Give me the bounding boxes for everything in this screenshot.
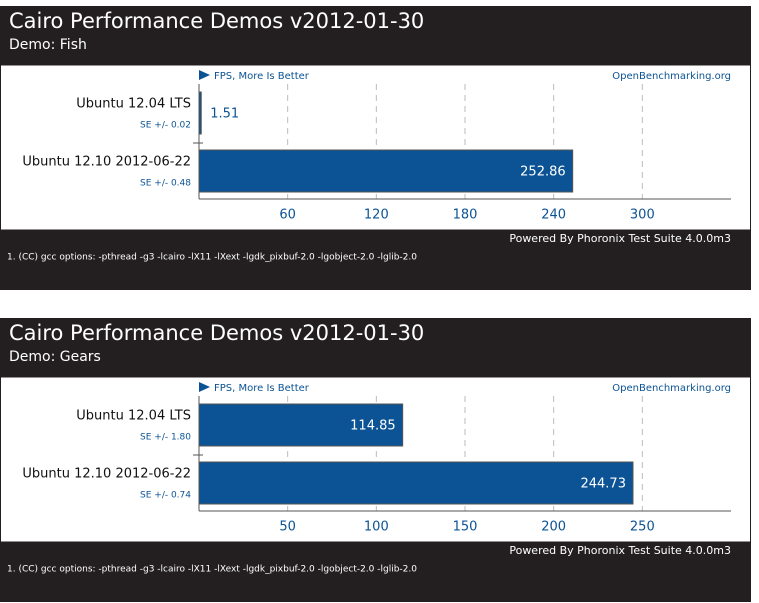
legend-icon	[199, 70, 210, 80]
footer	[0, 230, 751, 290]
bar	[198, 149, 574, 193]
chart-title: Cairo Performance Demos v2012-01-30	[9, 9, 424, 33]
source: OpenBenchmarking.org	[612, 383, 731, 394]
x-tick-label: 120	[364, 208, 389, 223]
footer	[0, 542, 751, 602]
value-label: 114.85	[350, 419, 396, 434]
x-tick-label: 300	[630, 208, 655, 223]
panel	[0, 64, 751, 231]
footer-credit: Powered By Phoronix Test Suite 4.0.0m3	[509, 544, 731, 557]
chart-subtitle: Demo: Gears	[9, 349, 101, 365]
error-label: SE +/- 1.80	[140, 433, 191, 443]
x-tick-label: 180	[453, 208, 478, 223]
error-label: SE +/- 0.48	[140, 179, 191, 189]
source: OpenBenchmarking.org	[612, 71, 731, 82]
value-label: 1.51	[210, 107, 239, 122]
legend-label: FPS, More Is Better	[214, 71, 310, 82]
bar	[198, 91, 202, 135]
category-label: Ubuntu 12.04 LTS	[76, 409, 191, 424]
x-tick-label: 60	[279, 208, 296, 223]
error-label: SE +/- 0.02	[140, 121, 191, 131]
footer-note: 1. (CC) gcc options: -pthread -g3 -lcair…	[7, 565, 417, 575]
error-label: SE +/- 0.74	[140, 491, 191, 501]
bar	[198, 403, 404, 447]
footer-note: 1. (CC) gcc options: -pthread -g3 -lcair…	[7, 253, 417, 263]
legend-icon	[199, 382, 210, 392]
x-tick-label: 200	[541, 520, 566, 535]
panel	[0, 376, 751, 543]
x-tick-label: 100	[364, 520, 389, 535]
chart-subtitle: Demo: Fish	[9, 37, 87, 53]
category-label: Ubuntu 12.04 LTS	[76, 97, 191, 112]
x-tick-label: 240	[541, 208, 566, 223]
category-label: Ubuntu 12.10 2012-06-22	[22, 155, 191, 170]
value-label: 244.73	[580, 477, 626, 492]
header	[0, 6, 751, 65]
bar	[198, 461, 634, 505]
legend-label: FPS, More Is Better	[214, 383, 310, 394]
value-label: 252.86	[520, 165, 566, 180]
x-tick-label: 50	[279, 520, 296, 535]
x-tick-label: 250	[630, 520, 655, 535]
footer-credit: Powered By Phoronix Test Suite 4.0.0m3	[509, 232, 731, 245]
category-label: Ubuntu 12.10 2012-06-22	[22, 467, 191, 482]
chart-title: Cairo Performance Demos v2012-01-30	[9, 321, 424, 345]
x-tick-label: 150	[453, 520, 478, 535]
header	[0, 318, 751, 377]
